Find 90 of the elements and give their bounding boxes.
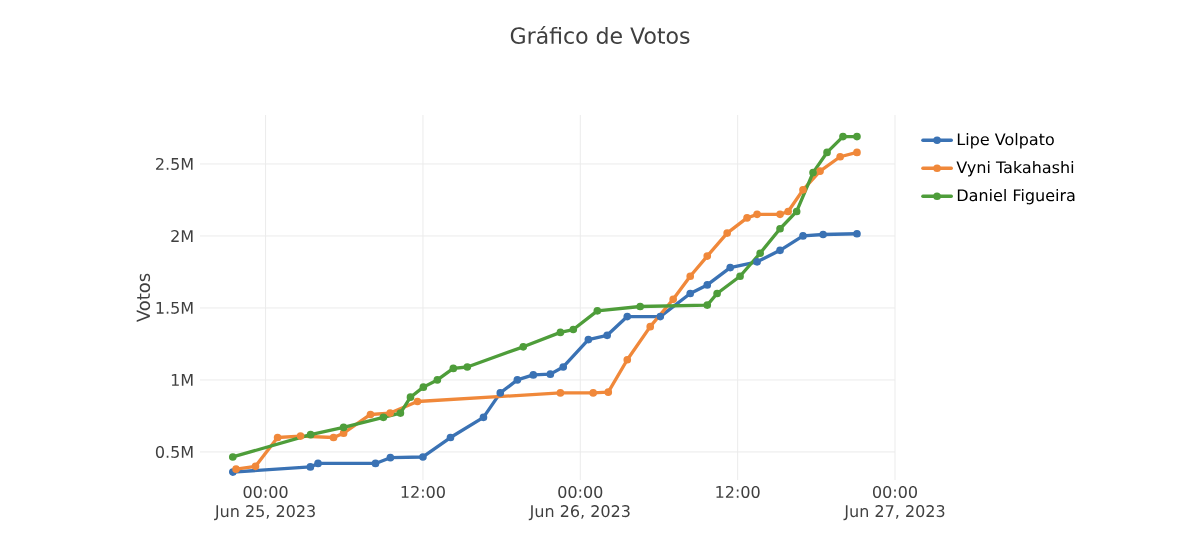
point: [519, 342, 528, 351]
point: [306, 463, 315, 471]
point: [386, 453, 395, 462]
x-tick-label: 00:00 Jun 27, 2023: [843, 485, 945, 521]
point: [433, 376, 442, 384]
point: [809, 168, 817, 177]
point: [646, 322, 655, 331]
point: [513, 376, 522, 384]
point: [853, 132, 861, 141]
point: [686, 272, 695, 281]
point: [776, 246, 784, 255]
point: [546, 370, 555, 379]
point: [589, 389, 598, 397]
point: [703, 252, 712, 260]
point: [419, 453, 427, 461]
point: [823, 148, 831, 157]
x-tick-label: 12:00: [716, 485, 760, 498]
point: [703, 281, 712, 289]
point: [446, 433, 455, 442]
point: [419, 383, 428, 391]
point: [853, 229, 861, 238]
point: [756, 249, 764, 258]
point: [819, 230, 827, 239]
point: [669, 295, 678, 304]
point: [529, 371, 538, 379]
point: [306, 430, 315, 439]
y-tick-label: 2M: [171, 230, 193, 242]
point: [463, 363, 472, 371]
point: [836, 152, 844, 161]
point: [776, 210, 784, 219]
point: [604, 388, 613, 397]
point: [559, 363, 568, 371]
point: [603, 331, 612, 340]
point: [556, 328, 565, 337]
point: [406, 393, 415, 402]
point: [743, 214, 751, 222]
point: [584, 335, 593, 344]
y-tick-label: 0.5M: [155, 445, 193, 458]
point: [853, 148, 861, 157]
x-tick-label: 00:00 Jun 26, 2023: [528, 485, 630, 521]
point: [379, 413, 388, 422]
y-tick-label: 2.5M: [156, 157, 193, 171]
point: [753, 258, 761, 266]
point: [296, 432, 305, 440]
point: [726, 263, 735, 272]
point: [736, 272, 744, 281]
y-tick-label: 1M: [171, 374, 193, 386]
point: [593, 306, 602, 315]
y-axis-title: Votos: [136, 273, 151, 323]
point: [251, 462, 260, 471]
point: [723, 229, 731, 237]
point: [339, 423, 348, 432]
chart-title: Gráfico de Votos: [510, 26, 690, 44]
point: [623, 355, 632, 364]
point: [314, 459, 322, 468]
point: [784, 207, 792, 216]
point: [396, 409, 405, 417]
point: [228, 453, 237, 461]
point: [656, 312, 665, 321]
point: [703, 301, 712, 309]
point: [839, 132, 847, 141]
point: [686, 289, 695, 298]
point: [776, 224, 784, 233]
point: [816, 167, 824, 175]
point: [273, 433, 282, 442]
legend-label: Vyni Takahashi: [956, 160, 1074, 177]
point: [799, 232, 807, 240]
point: [556, 389, 565, 397]
point: [799, 186, 807, 194]
point: [371, 459, 380, 468]
point: [413, 397, 422, 406]
point: [496, 389, 505, 397]
point: [449, 364, 458, 373]
point: [479, 413, 488, 422]
point: [339, 429, 348, 438]
point: [623, 312, 632, 321]
y-tick-label: 1.5M: [156, 302, 193, 314]
point: [329, 433, 338, 442]
x-tick-label: 00:00 Jun 25, 2023: [214, 485, 315, 521]
legend-label: Lipe Volpato: [957, 132, 1054, 149]
point: [792, 207, 801, 216]
point: [636, 302, 645, 311]
x-tick-label: 12:00: [401, 485, 445, 498]
point: [753, 210, 761, 219]
legend-label: Daniel Figueira: [957, 188, 1075, 205]
point: [386, 409, 394, 417]
point: [232, 465, 240, 474]
point: [713, 289, 721, 298]
point: [569, 325, 578, 334]
point: [366, 410, 375, 419]
